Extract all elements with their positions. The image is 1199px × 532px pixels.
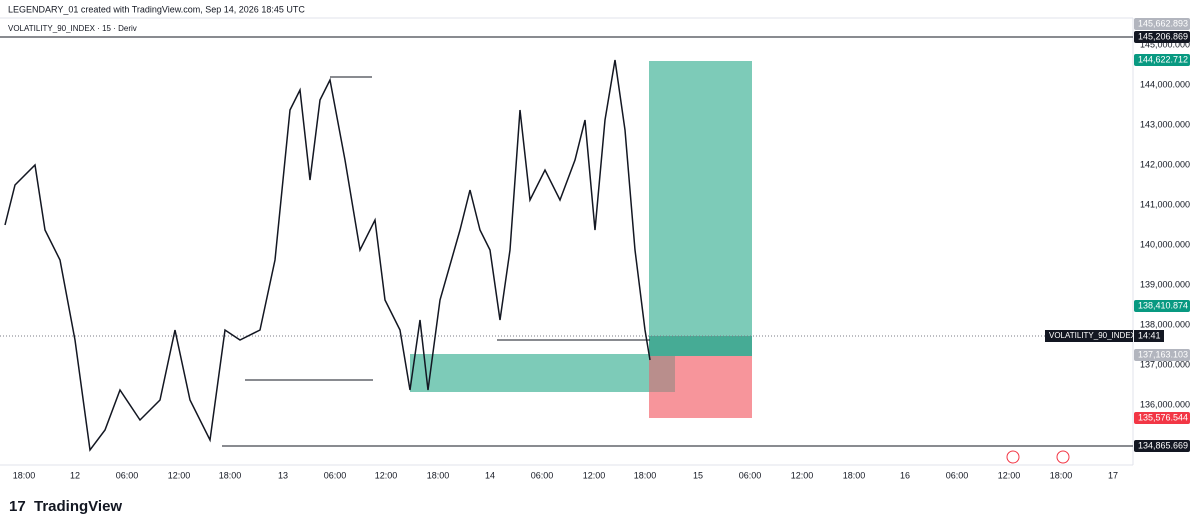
time-label: 18:00: [843, 470, 866, 480]
time-label: 18:00: [634, 470, 657, 480]
price-label: 142,000.000: [1140, 159, 1190, 169]
price-label: 145,000.000: [1140, 39, 1190, 49]
time-label: 18:00: [13, 470, 36, 480]
price-tag-label: 138,410.874: [1138, 300, 1188, 310]
price-tag-label: 134,865.669: [1138, 440, 1188, 450]
time-label: 12:00: [998, 470, 1021, 480]
countdown-tag: [1134, 330, 1164, 342]
time-label: 16: [900, 470, 910, 480]
time-label: 06:00: [324, 470, 347, 480]
time-label: 12:00: [583, 470, 606, 480]
event-icon[interactable]: [1056, 450, 1070, 464]
symbol-tag: [1045, 330, 1133, 342]
time-label: 06:00: [531, 470, 554, 480]
price-series: [4, 59, 651, 452]
time-label: 18:00: [427, 470, 450, 480]
time-label: 14: [485, 470, 495, 480]
time-label: 06:00: [116, 470, 139, 480]
credit: LEGENDARY_01 created with TradingView.co…: [8, 4, 305, 14]
target-zone: [649, 61, 752, 336]
price-tag-label: 144,622.712: [1138, 54, 1188, 64]
time-label: 15: [693, 470, 703, 480]
time-label: 06:00: [946, 470, 969, 480]
price-label: 136,000.000: [1140, 399, 1190, 409]
symbol-info: VOLATILITY_90_INDEX · 15 · Deriv: [8, 24, 137, 33]
price-label: 141,000.000: [1140, 199, 1190, 209]
entry-zone: [649, 336, 752, 356]
time-label: 12: [70, 470, 80, 480]
time-label: 17: [1108, 470, 1118, 480]
symbol-tag-name: VOLATILITY_90_INDEX: [1049, 331, 1137, 340]
price-tag: [1134, 300, 1190, 312]
price-tag: [1134, 412, 1190, 424]
logo-mark: 17: [9, 498, 26, 515]
price-label: 140,000.000: [1140, 239, 1190, 249]
time-label: 18:00: [219, 470, 242, 480]
price-label: 139,000.000: [1140, 279, 1190, 289]
countdown: 14:41: [1138, 330, 1161, 340]
time-label: 12:00: [375, 470, 398, 480]
zone: [410, 354, 675, 392]
time-label: 18:00: [1050, 470, 1073, 480]
price-tag-label: 145,662.893: [1138, 18, 1188, 28]
price-tag: [1134, 54, 1190, 66]
time-label: 06:00: [739, 470, 762, 480]
time-label: 12:00: [168, 470, 191, 480]
event-icon[interactable]: [1006, 450, 1020, 464]
price-label: 138,000.000: [1140, 319, 1190, 329]
overlap: [649, 356, 675, 392]
price-label: 143,000.000: [1140, 119, 1190, 129]
time-label: 12:00: [791, 470, 814, 480]
price-tag: [1134, 349, 1190, 361]
price-tag-label: 145,206.869: [1138, 31, 1188, 41]
price-tag: [1134, 440, 1190, 452]
price-tag-label: 135,576.544: [1138, 412, 1188, 422]
price-label: 137,000.000: [1140, 359, 1190, 369]
price-tag: [1134, 31, 1190, 43]
price-tag-label: 137,163.103: [1138, 349, 1188, 359]
time-label: 13: [278, 470, 288, 480]
price-label: 144,000.000: [1140, 79, 1190, 89]
price-tag: [1134, 18, 1190, 30]
logo: TradingView: [34, 498, 122, 515]
